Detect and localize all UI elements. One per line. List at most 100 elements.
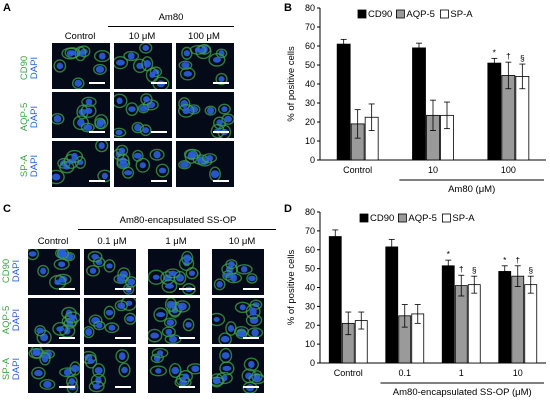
cell-membrane xyxy=(155,163,170,178)
cell-membrane xyxy=(161,326,176,338)
cell-membrane xyxy=(114,56,129,70)
cell-nucleus xyxy=(92,383,101,390)
cell-membrane xyxy=(212,312,226,327)
cell-nucleus xyxy=(87,358,95,364)
cell-nucleus xyxy=(56,62,64,70)
legend-label: AQP-5 xyxy=(408,213,437,224)
scale-bar xyxy=(151,180,167,182)
cell-membrane xyxy=(28,249,40,261)
cell-membrane xyxy=(245,303,261,320)
cell-nucleus xyxy=(206,106,215,115)
row-stain: DAPI xyxy=(29,105,40,129)
cell-membrane xyxy=(179,67,196,81)
cell-nucleus xyxy=(34,369,43,377)
cell-membrane xyxy=(64,311,80,324)
legend-swatch xyxy=(398,213,407,223)
cell-membrane xyxy=(103,259,116,273)
scale-bar xyxy=(59,386,75,388)
cell-nucleus xyxy=(59,249,67,258)
cell-membrane xyxy=(56,249,70,260)
scale-bar xyxy=(243,337,259,339)
cell-membrane xyxy=(178,369,193,383)
micrograph-cells xyxy=(52,96,109,133)
cell-nucleus xyxy=(32,350,42,357)
cell-nucleus xyxy=(95,65,105,73)
y-tick-label: 60 xyxy=(305,245,315,255)
row-stain: DAPI xyxy=(11,259,22,283)
cell-nucleus xyxy=(85,98,93,106)
cell-membrane xyxy=(132,149,144,162)
x-axis-label: Am80 (μM) xyxy=(448,184,495,195)
cell-membrane xyxy=(201,153,218,164)
bar xyxy=(524,284,538,364)
cell-membrane xyxy=(234,301,251,314)
panel-c-col-0-1um: 0.1 μM xyxy=(97,236,127,247)
cell-membrane xyxy=(218,332,232,344)
cell-membrane xyxy=(153,307,168,323)
cell-membrane xyxy=(213,278,226,291)
cell-nucleus xyxy=(251,328,259,337)
cell-nucleus xyxy=(205,155,214,162)
micrograph-tile xyxy=(114,43,172,89)
cell-nucleus xyxy=(200,45,208,54)
cell-membrane xyxy=(52,169,65,185)
cell-membrane xyxy=(149,365,167,377)
y-tick-label: 30 xyxy=(305,301,315,311)
cell-membrane xyxy=(104,322,120,334)
cell-nucleus xyxy=(212,378,221,384)
y-tick-label: 50 xyxy=(305,60,315,70)
cell-nucleus xyxy=(118,147,126,154)
bar xyxy=(441,265,455,364)
cell-membrane xyxy=(145,67,159,83)
micrograph-tile xyxy=(28,298,80,344)
cell-nucleus xyxy=(74,79,83,87)
cell-membrane xyxy=(52,322,69,336)
cell-nucleus xyxy=(237,331,246,338)
micrograph-cells xyxy=(148,250,199,295)
panel-d-bar-chart: 0 10 20 30 40 50 60 70 80 % of positive cells Cont… xyxy=(286,207,546,398)
cell-nucleus xyxy=(105,309,114,316)
cell-membrane xyxy=(123,50,140,62)
micrograph-tile xyxy=(28,347,80,393)
scale-bar xyxy=(115,386,131,388)
cell-nucleus xyxy=(54,279,61,286)
cell-nucleus xyxy=(63,368,72,377)
y-tick-label: 80 xyxy=(305,207,315,217)
cell-membrane xyxy=(53,258,70,270)
x-tick-label: 0.1 xyxy=(398,368,411,378)
cell-nucleus xyxy=(153,150,161,159)
cell-nucleus xyxy=(71,152,78,160)
micrograph-cells xyxy=(84,298,136,339)
cell-nucleus xyxy=(227,324,235,332)
cell-nucleus xyxy=(126,315,135,322)
micrograph-cells xyxy=(84,349,131,393)
cell-membrane xyxy=(208,52,226,67)
panel-a-col-10um: 10 μM xyxy=(128,31,156,42)
cell-nucleus xyxy=(116,97,123,105)
panel-a-row-label-spa: SP-A DAPI xyxy=(19,141,42,191)
cell-membrane xyxy=(71,77,85,89)
x-tick-label: Control xyxy=(343,165,372,175)
panel-a-row-label-aqp5: AQP-5 DAPI xyxy=(19,92,42,142)
y-tick-label: 30 xyxy=(305,98,315,108)
x-tick-label: Control xyxy=(334,368,363,378)
cell-nucleus xyxy=(77,118,85,127)
cell-membrane xyxy=(174,300,191,313)
panel-a-group-line xyxy=(108,26,234,27)
micrograph-cells xyxy=(114,93,159,138)
cell-nucleus xyxy=(133,152,142,159)
scale-bar xyxy=(59,337,75,339)
legend-label: CD90 xyxy=(368,9,392,20)
cell-membrane xyxy=(65,149,84,163)
bar xyxy=(412,47,426,161)
significance-marker: * xyxy=(493,47,497,57)
cell-membrane xyxy=(149,148,165,161)
panel-c-microscopy: Am80-encapsulated SS-OP Control 0.1 μM 1… xyxy=(0,200,280,410)
cell-nucleus xyxy=(123,170,133,176)
x-tick-label: 1 xyxy=(459,368,464,378)
cell-nucleus xyxy=(68,314,77,321)
cell-membrane xyxy=(88,380,105,393)
cell-nucleus xyxy=(188,270,196,276)
micrograph-cells xyxy=(52,141,110,185)
y-tick-label: 40 xyxy=(305,79,315,89)
